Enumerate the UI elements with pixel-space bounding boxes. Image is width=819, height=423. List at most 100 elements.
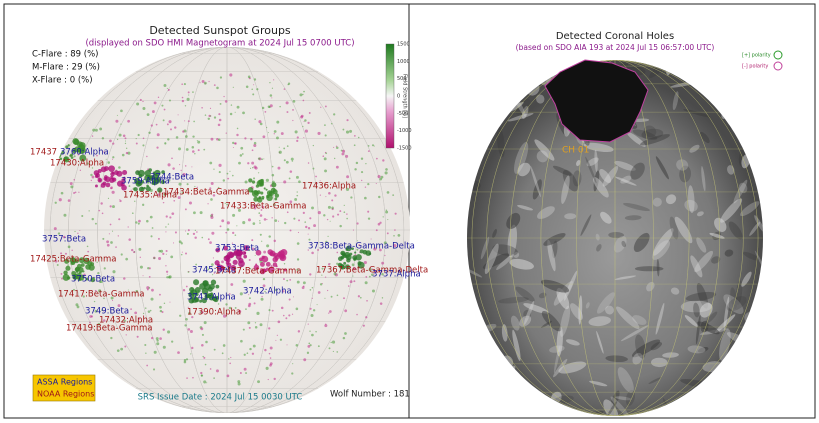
active-region [59,157,63,161]
srs-issue: SRS Issue Date : 2024 Jul 15 0030 UTC [138,393,303,403]
corona-loop [693,302,700,318]
corona-loop [540,279,570,293]
speckle [297,231,300,234]
speckle [91,217,94,221]
speckle [245,372,247,374]
speckle [254,326,258,329]
speckle [266,244,270,248]
corona-loop [719,329,731,361]
speckle [184,120,186,122]
speckle [282,278,285,281]
active-region [283,268,287,272]
corona-loop [614,160,636,171]
active-region [70,260,76,266]
active-region [83,257,90,265]
speckle [226,374,230,378]
speckle [212,194,216,197]
active-region [274,193,280,198]
corona-loop [530,165,541,198]
speckle [96,154,98,157]
speckle [121,153,125,157]
speckle [71,249,73,252]
speckle [169,301,171,303]
active-region [255,184,260,188]
active-region [343,261,347,265]
active-region [259,262,265,267]
active-region [65,265,71,271]
speckle [122,134,126,138]
speckle [336,262,339,265]
colorbar-tick: -1000 [397,128,412,134]
corona-loop [632,352,643,365]
speckle [212,257,215,259]
corona-loop [665,194,677,205]
speckle [354,168,357,171]
speckle [356,313,358,316]
speckle [146,364,149,367]
speckle [253,141,257,145]
speckle [181,96,184,99]
corona-loop [687,345,706,354]
speckle [67,199,71,202]
speckle [219,225,222,228]
speckle [357,136,360,139]
corona-loop [556,113,568,137]
speckle [296,280,300,284]
speckle [67,264,69,266]
speckle [187,233,189,235]
speckle [102,237,105,240]
speckle [253,177,256,180]
speckle [261,106,265,110]
speckle [150,124,153,127]
speckle [93,300,96,303]
speckle [268,309,271,312]
speckle [273,133,275,135]
corona-loop [541,310,562,332]
corona-loop [509,258,534,270]
speckle [307,249,309,251]
speckle [57,232,61,235]
speckle [269,94,273,97]
speckle [230,104,233,106]
speckle [168,275,172,279]
speckle [94,289,97,292]
speckle [296,191,298,193]
speckle [283,263,286,265]
speckle [91,135,94,137]
speckle [221,260,224,264]
corona-loop [669,216,679,240]
speckle [203,380,207,384]
corona-loop [547,239,556,272]
speckle [296,242,300,245]
active-region [195,292,199,297]
active-region [272,189,278,195]
active-region [268,191,274,197]
active-region [271,182,277,188]
speckle [368,150,370,153]
corona-loop [685,291,717,302]
active-region [110,175,114,179]
speckle [280,272,283,274]
speckle [312,144,314,147]
speckle [168,88,170,91]
speckle [276,334,278,336]
speckle [386,232,389,235]
corona-loop [603,399,619,416]
speckle [317,211,321,215]
speckle [251,239,254,242]
speckle [243,188,245,191]
active-region [344,264,350,270]
corona-loop [724,249,734,257]
corona-loop [672,91,679,111]
active-region [189,286,195,293]
corona-loop [738,182,748,194]
region-label: 3757:Beta [42,235,86,245]
speckle [194,153,196,155]
speckle [96,261,98,263]
corona-loop [620,325,649,342]
speckle [82,295,85,298]
speckle [327,235,329,237]
speckle [355,161,359,165]
speckle [286,344,288,346]
active-region [193,279,200,286]
